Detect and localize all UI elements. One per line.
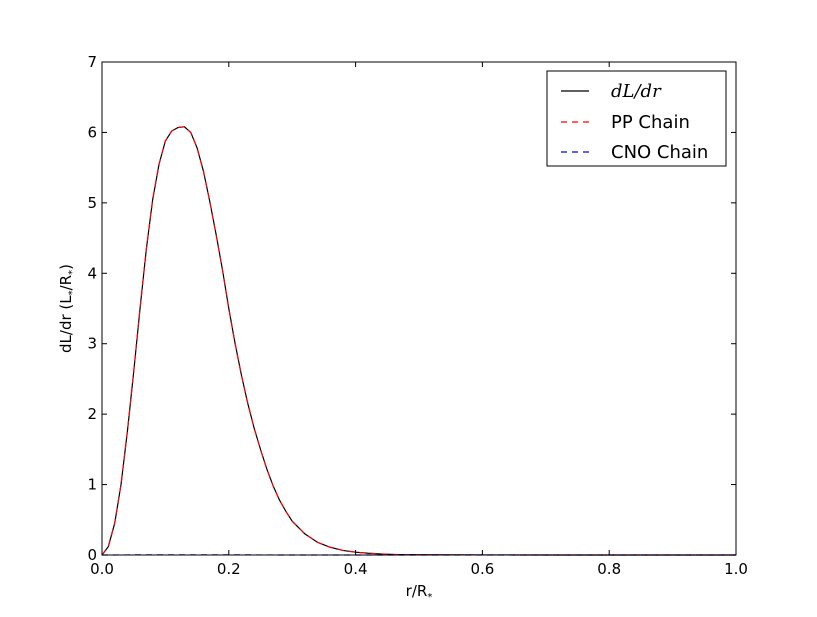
y-tick-label: 3	[87, 335, 97, 353]
y-axis-label-part-3: )	[57, 264, 75, 270]
legend-label-dldr: dL/dr	[611, 81, 662, 102]
legend-label-cno-chain: CNO Chain	[611, 142, 708, 163]
y-tick-label: 5	[87, 194, 97, 212]
x-tick-label: 1.0	[724, 560, 748, 578]
plot-area-frame	[101, 61, 737, 556]
y-tick-label: 1	[87, 476, 97, 494]
legend: dL/dr PP Chain CNO Chain	[546, 70, 727, 167]
x-tick-label: 0.0	[90, 560, 114, 578]
x-tick-label: 0.4	[344, 560, 368, 578]
ticks-layer: 0.0 0.2 0.4 0.6 0.8 1.0 0 1 2 3 4 5 6 7	[87, 53, 747, 578]
y-axis-label-part-2: /R	[57, 275, 75, 290]
x-tick-label: 0.2	[217, 560, 241, 578]
y-tick-label: 4	[87, 264, 97, 282]
x-axis-label: r/R*	[406, 582, 433, 603]
x-axis-label-main: r/R	[406, 582, 428, 600]
y-axis-label-subscript-1: *	[67, 290, 78, 295]
x-tick-label: 0.8	[597, 560, 621, 578]
y-tick-label: 2	[87, 405, 97, 423]
series-line-dl-dr	[101, 126, 736, 556]
x-tick-label: 0.6	[470, 560, 494, 578]
y-axis-label-part-1: dL/dr (L	[57, 295, 75, 353]
x-axis-label-subscript: *	[427, 592, 432, 603]
legend-box	[546, 70, 727, 167]
legend-label-pp-chain: PP Chain	[611, 112, 690, 133]
y-axis-label-subscript-2: *	[67, 270, 78, 275]
y-tick-label: 6	[87, 123, 97, 141]
y-tick-label: 0	[87, 546, 97, 564]
y-axis-label: dL/dr (L*/R*)	[57, 264, 78, 353]
y-tick-label: 7	[87, 53, 97, 71]
